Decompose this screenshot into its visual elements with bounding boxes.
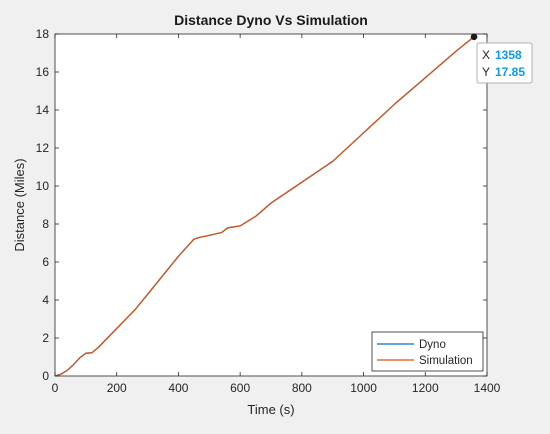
x-tick-label: 800 [292,381,312,395]
y-tick-label: 18 [36,27,50,41]
y-tick-label: 10 [36,179,50,193]
legend-dyno-label: Dyno [419,339,446,351]
datatip-y-label: Y [482,65,490,79]
y-tick-label: 12 [36,141,50,155]
y-tick-label: 0 [42,369,49,383]
plot-area[interactable] [55,34,487,376]
datatip-y-value: 17.85 [495,65,525,79]
y-tick-label: 6 [42,255,49,269]
x-tick-label: 600 [230,381,250,395]
datatip-box [476,42,533,84]
y-tick-label: 14 [36,103,50,117]
x-axis-label: Time (s) [247,402,294,417]
legend-box [371,331,484,372]
y-tick-label: 8 [42,217,49,231]
x-tick-label: 200 [107,381,127,395]
chart-title: Distance Dyno Vs Simulation [174,12,368,28]
legend[interactable]: Dyno Simulation [371,331,484,372]
x-tick-label: 1200 [412,381,439,395]
series-layer [54,36,475,377]
y-axis-label: Distance (Miles) [12,158,27,251]
plot-frame [54,33,488,377]
y-tick-label: 16 [36,65,50,79]
datatip[interactable]: X 1358 Y 17.85 [470,33,533,84]
x-tick-label: 1000 [350,381,377,395]
datatip-x-value: 1358 [495,48,522,62]
y-tick-label: 2 [42,331,49,345]
ticks-layer: 0 200 400 600 800 1000 1200 1400 0 2 4 6 8 10 12 14 16 18 [36,27,501,395]
x-tick-label: 0 [52,381,59,395]
series-line-simulation[interactable] [54,36,475,377]
legend-simulation-label: Simulation [419,355,473,367]
x-tick-label: 1400 [474,381,501,395]
datatip-x-label: X [482,48,490,62]
datatip-marker[interactable] [470,33,478,41]
x-tick-label: 400 [168,381,188,395]
y-tick-label: 4 [42,293,49,307]
